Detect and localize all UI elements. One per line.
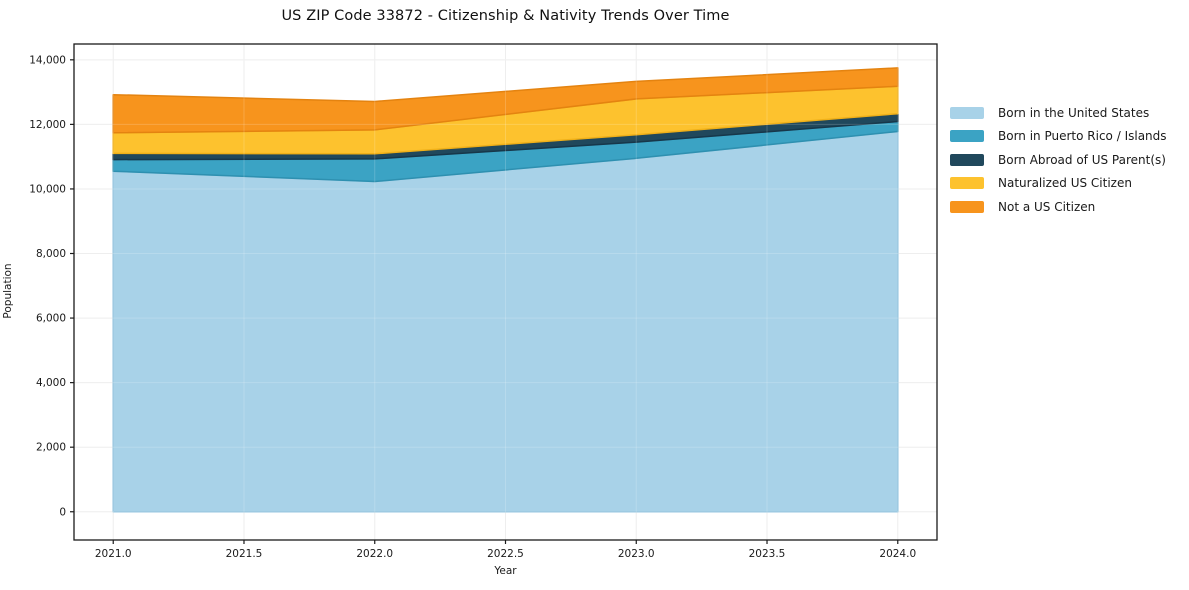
x-tick-label: 2022.5 [487,548,524,560]
legend-label: Born in Puerto Rico / Islands [998,129,1167,144]
legend-label: Born Abroad of US Parent(s) [998,152,1166,167]
x-tick-label: 2023.5 [749,548,786,560]
y-tick-label: 2,000 [36,442,66,454]
x-tick-label: 2021.5 [226,548,263,560]
x-tick-label: 2021.0 [95,548,132,560]
y-tick-label: 6,000 [36,313,66,325]
legend-swatch [950,153,984,166]
x-tick-label: 2024.0 [879,548,916,560]
legend-label: Not a US Citizen [998,199,1096,214]
legend-swatch [950,177,984,190]
y-tick-label: 0 [59,506,66,518]
legend-swatch [950,200,984,213]
legend-item: Naturalized US Citizen [950,172,1188,196]
legend-item: Born in the United States [950,101,1188,125]
x-tick-label: 2023.0 [618,548,655,560]
chart-title: US ZIP Code 33872 - Citizenship & Nativi… [281,8,730,24]
legend-swatch [950,130,984,143]
y-axis-label: Population [2,263,14,319]
x-axis-label: Year [494,565,517,577]
area-series [112,67,899,134]
y-tick-label: 4,000 [36,377,66,389]
legend: Born in the United States Born in Puerto … [950,101,1188,219]
legend-label: Naturalized US Citizen [998,176,1132,191]
y-tick-label: 10,000 [29,183,66,195]
y-tick-label: 14,000 [29,54,66,66]
legend-swatch [950,106,984,119]
legend-item: Born Abroad of US Parent(s) [950,148,1188,172]
legend-item: Not a US Citizen [950,195,1188,219]
legend-label: Born in the United States [998,105,1150,120]
legend-item: Born in Puerto Rico / Islands [950,125,1188,149]
y-tick-label: 12,000 [29,119,66,131]
x-tick-label: 2022.0 [356,548,393,560]
y-tick-label: 8,000 [36,248,66,260]
